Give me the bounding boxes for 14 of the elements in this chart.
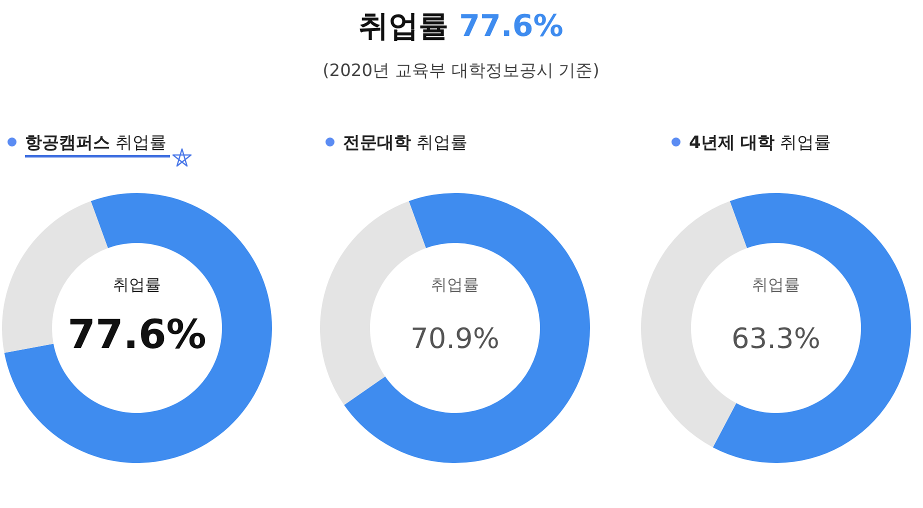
data-label: 63.3%: [732, 322, 820, 355]
text: 취업률 77.6%: [358, 9, 564, 44]
chart-title: 4년제 대학 취업률: [689, 133, 832, 153]
chart-title: 전문대학 취업률: [343, 133, 468, 153]
text: (2020년 교육부 대학정보공시 기준): [322, 61, 600, 81]
text: 취업률: [752, 275, 800, 294]
text: 취업률: [431, 275, 479, 294]
donut-slice: [712, 193, 911, 463]
data-label: 77.6%: [68, 312, 206, 358]
donut-slice: [4, 193, 272, 463]
data-label: 70.9%: [410, 322, 500, 355]
chart-title: 항공캠퍼스 취업률: [25, 133, 166, 153]
text: 취업률: [113, 275, 161, 294]
donut-slice: [344, 193, 590, 463]
